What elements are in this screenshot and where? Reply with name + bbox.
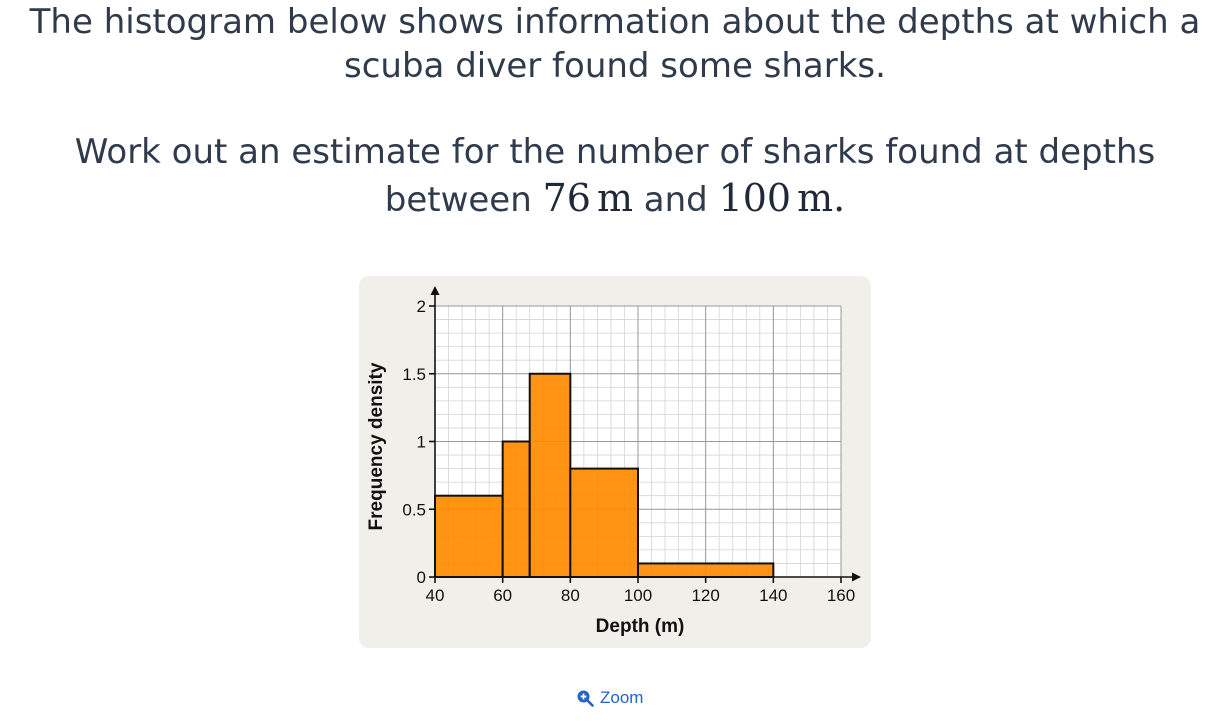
histogram-bar-1 (434, 494, 504, 578)
x-axis-arrow (852, 572, 861, 582)
histogram-card: 40 60 80 100 120 140 160 0 0.5 1 1.5 2 Depth (m) F… (359, 276, 871, 648)
histogram-bar-4 (569, 467, 639, 579)
question-text-2: scuba diver found some sharks. (344, 46, 886, 86)
question-text-1: The histogram below shows information ab… (29, 2, 1201, 42)
histogram-bar-5 (637, 562, 775, 579)
y-tick-label: 0 (417, 568, 426, 587)
question-text-3: Work out an estimate for the number of s… (74, 132, 1156, 172)
y-tick-label: 1 (417, 433, 426, 452)
histogram-chart: 40 60 80 100 120 140 160 0 0.5 1 1.5 2 Depth (m) F… (366, 286, 861, 637)
x-tick-labels: 40 60 80 100 120 140 160 (426, 586, 856, 605)
zoom-label: Zoom (600, 688, 644, 707)
histogram-bars (434, 372, 775, 579)
y-axis-arrow (430, 286, 440, 295)
x-tick-label: 120 (691, 586, 719, 605)
chart-axes (429, 286, 861, 583)
histogram-bar-3 (528, 372, 572, 578)
y-axis-title: Frequency density (366, 362, 387, 530)
zoom-in-icon (576, 689, 594, 707)
x-tick-label: 60 (493, 586, 512, 605)
depth-low-unit: m (596, 176, 633, 220)
y-tick-label: 0.5 (402, 500, 426, 519)
question-text-4-prefix: between (384, 180, 543, 220)
y-tick-label: 2 (417, 297, 426, 316)
x-tick-label: 140 (759, 586, 787, 605)
question-text-4-suffix: . (833, 176, 846, 220)
question-line-2: scuba diver found some sharks. (0, 44, 1230, 88)
histogram-bar-2 (501, 440, 531, 578)
x-tick-label: 160 (827, 586, 855, 605)
question-text-4-middle: and (632, 180, 719, 220)
y-tick-labels: 0 0.5 1 1.5 2 (402, 297, 426, 587)
question-line-3: Work out an estimate for the number of s… (0, 130, 1230, 174)
depth-high-value: 100 (718, 176, 792, 220)
x-tick-label: 100 (624, 586, 652, 605)
question-line-4: between 76 m and 100 m. (0, 176, 1230, 222)
x-tick-label: 40 (426, 586, 445, 605)
question-line-1: The histogram below shows information ab… (0, 0, 1230, 44)
depth-low-value: 76 (542, 176, 591, 220)
depth-high-unit: m (797, 176, 834, 220)
x-tick-label: 80 (561, 586, 580, 605)
x-axis-title: Depth (m) (596, 616, 685, 637)
y-tick-label: 1.5 (402, 365, 426, 384)
zoom-button[interactable]: Zoom (576, 684, 643, 712)
